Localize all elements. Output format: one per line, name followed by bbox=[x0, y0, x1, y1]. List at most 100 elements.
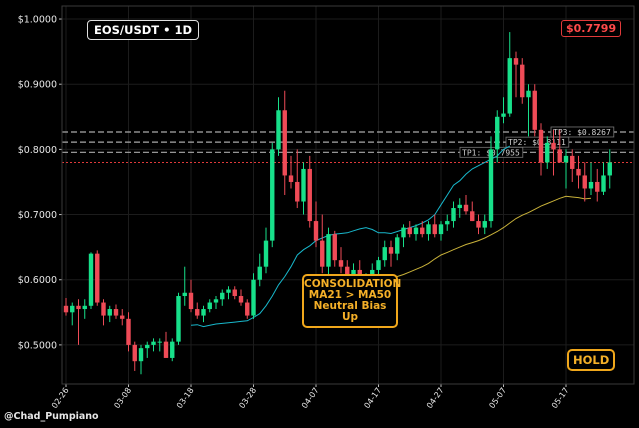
candle-up bbox=[145, 344, 150, 349]
candle-down bbox=[307, 168, 312, 222]
candle-up bbox=[495, 116, 500, 150]
candle-up bbox=[257, 266, 262, 280]
annotation-line-1: CONSOLIDATION bbox=[304, 278, 402, 290]
candle-down bbox=[132, 344, 137, 362]
candle-down bbox=[126, 318, 131, 345]
candle-up bbox=[88, 253, 94, 306]
candle-up bbox=[526, 90, 531, 98]
candle-up bbox=[82, 305, 87, 310]
author-credit: @Chad_Pumpiano bbox=[4, 411, 99, 422]
candle-down bbox=[432, 224, 437, 235]
ma50-line bbox=[372, 195, 592, 281]
tp-label-box bbox=[550, 126, 615, 138]
x-tick-label: 04-27 bbox=[425, 386, 446, 410]
grid-lines bbox=[62, 6, 634, 384]
y-tick-label: $0.5000 bbox=[18, 340, 57, 351]
candle-down bbox=[113, 309, 119, 316]
ma21-layer bbox=[190, 145, 511, 328]
tp-label: TP3: $0.8267 bbox=[553, 128, 611, 137]
y-tick-label: $1.0000 bbox=[18, 15, 57, 26]
candle-up bbox=[226, 289, 231, 293]
candle-up bbox=[251, 279, 256, 316]
candle-up bbox=[401, 227, 406, 238]
candle-up bbox=[301, 168, 306, 202]
candle-up bbox=[276, 110, 281, 150]
candle-down bbox=[570, 155, 575, 169]
candle-up bbox=[370, 269, 375, 277]
candle-up bbox=[263, 240, 269, 267]
candle-up bbox=[445, 221, 450, 225]
candle-up bbox=[151, 341, 156, 345]
candle-down bbox=[95, 253, 100, 303]
candle-down bbox=[595, 181, 600, 192]
candle-up bbox=[182, 292, 187, 297]
pair-title: EOS/USDT • 1D bbox=[87, 20, 200, 40]
candle-down bbox=[576, 168, 581, 176]
plot-frame bbox=[61, 5, 635, 385]
candle-up bbox=[157, 341, 162, 343]
candle-down bbox=[313, 221, 319, 241]
candle-up bbox=[376, 260, 381, 270]
candle-up bbox=[507, 58, 512, 114]
candle-up bbox=[601, 175, 606, 192]
candle-up bbox=[457, 204, 462, 209]
candle-down bbox=[76, 305, 81, 310]
y-tick-label: $0.6000 bbox=[18, 275, 57, 286]
candle-down bbox=[238, 296, 244, 303]
current-price-badge: $0.7799 bbox=[561, 20, 622, 37]
candle-up bbox=[482, 221, 487, 228]
candle-down bbox=[538, 129, 544, 163]
x-tick-label: 03-08 bbox=[112, 386, 133, 410]
candle-down bbox=[345, 266, 350, 280]
candle-down bbox=[320, 240, 325, 267]
candle-down bbox=[163, 341, 169, 358]
candle-up bbox=[426, 224, 431, 235]
x-tick-label: 02-26 bbox=[50, 386, 71, 410]
y-tick-label: $0.8000 bbox=[18, 145, 57, 156]
ma50-layer bbox=[372, 195, 592, 281]
candle-down bbox=[476, 221, 481, 228]
candle-down bbox=[232, 289, 237, 297]
candle-up bbox=[201, 309, 206, 316]
y-axis: $0.5000 $0.6000 $0.7000 $0.8000 $0.9000 $1.00… bbox=[18, 15, 62, 351]
candle-down bbox=[195, 309, 200, 316]
candle-down bbox=[557, 149, 562, 163]
candle-up bbox=[170, 341, 175, 358]
candle-down bbox=[463, 204, 469, 212]
x-tick-label: 05-07 bbox=[487, 386, 508, 410]
tp-label: TP2: $0.8111 bbox=[508, 138, 566, 147]
candle-up bbox=[270, 149, 275, 241]
candle-up bbox=[438, 224, 444, 235]
candle-down bbox=[245, 302, 250, 316]
ma21-line bbox=[190, 145, 511, 328]
y-tick-label: $0.9000 bbox=[18, 80, 57, 91]
consolidation-annotation: CONSOLIDATION MA21 > MA50 Neutral Bias U… bbox=[302, 274, 402, 328]
candle-up bbox=[326, 234, 331, 267]
x-axis: 02-26 03-08 03-18 03-28 04-07 04-17 04-27 05-07… bbox=[50, 384, 571, 410]
candle-down bbox=[188, 292, 194, 310]
annotation-line-3: Neutral Bias Up bbox=[313, 300, 387, 323]
x-tick-label: 05-17 bbox=[550, 386, 571, 410]
candle-down bbox=[551, 142, 556, 150]
candle-down bbox=[420, 227, 425, 235]
candle-down bbox=[282, 110, 287, 176]
y-tick-label: $0.7000 bbox=[18, 210, 57, 221]
candle-up bbox=[607, 162, 612, 176]
candle-down bbox=[513, 58, 519, 65]
candle-up bbox=[395, 237, 400, 254]
annotation-line-2: MA21 > MA50 bbox=[308, 289, 392, 301]
candle-up bbox=[413, 227, 419, 235]
candle-down bbox=[120, 315, 125, 319]
candle-down bbox=[532, 90, 537, 130]
candle-up bbox=[545, 142, 550, 163]
candle-up bbox=[70, 305, 75, 313]
candle-up bbox=[176, 296, 181, 342]
candle-down bbox=[520, 64, 525, 98]
candle-up bbox=[220, 292, 225, 300]
candle-down bbox=[295, 181, 300, 202]
candle-up bbox=[451, 208, 456, 222]
signal-badge: HOLD bbox=[567, 349, 616, 371]
candlesticks bbox=[63, 32, 612, 375]
candle-down bbox=[388, 247, 394, 254]
